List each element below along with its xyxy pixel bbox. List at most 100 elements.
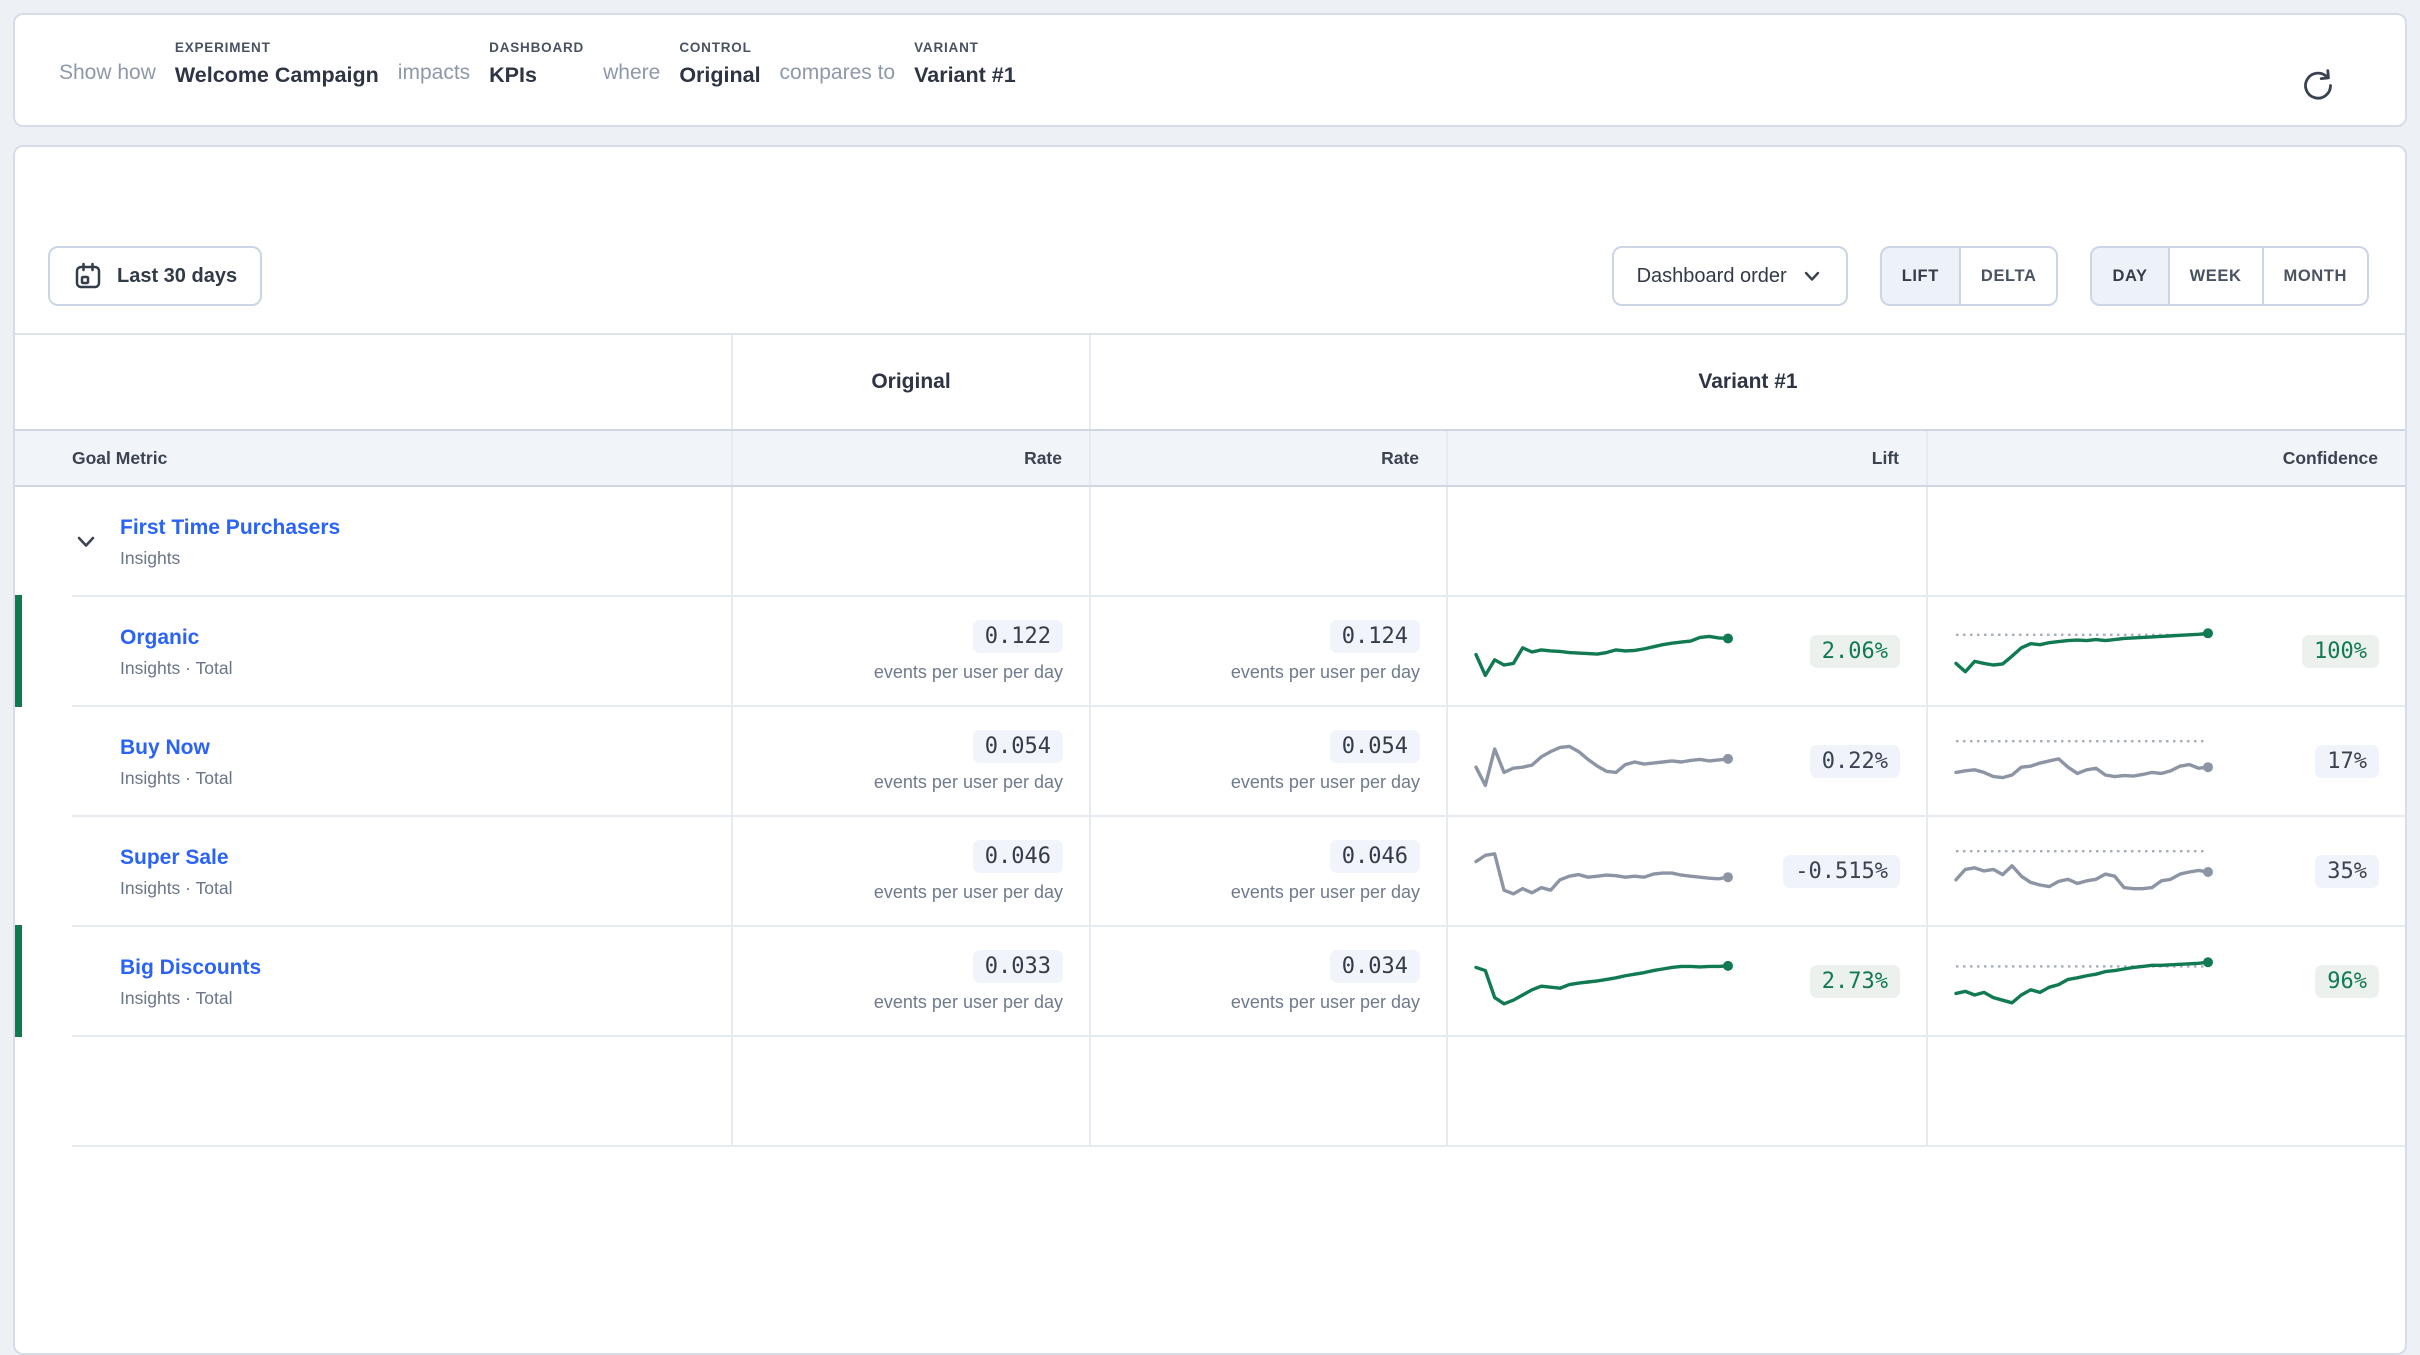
control-value[interactable]: Original bbox=[679, 63, 761, 87]
rate-value: 0.124 bbox=[1329, 619, 1420, 653]
goal-cell: Super Sale Insights · Total bbox=[15, 817, 731, 927]
dashboard-order-label: Dashboard order bbox=[1636, 264, 1787, 287]
lift-cell: -0.515% bbox=[1446, 817, 1926, 927]
variant-rate-cell: 0.054 events per user per day bbox=[1089, 707, 1446, 817]
rate-value: 0.046 bbox=[1329, 839, 1420, 873]
toggle-option-delta[interactable]: DELTA bbox=[1958, 248, 2057, 304]
group-header-variant: Variant #1 bbox=[1089, 335, 2405, 429]
toggle-option-day[interactable]: DAY bbox=[2092, 248, 2168, 304]
col-goal-metric: Goal Metric bbox=[72, 447, 168, 468]
goal-cell: Big Discounts Insights · Total bbox=[15, 927, 731, 1037]
metric-link[interactable]: Super Sale bbox=[120, 845, 229, 869]
variant-label: VARIANT bbox=[914, 40, 979, 55]
rate-value: 0.046 bbox=[972, 839, 1063, 873]
rate-unit: events per user per day bbox=[1230, 661, 1420, 682]
metric-subtitle: Insights · Total bbox=[120, 987, 233, 1008]
rate-unit: events per user per day bbox=[873, 991, 1063, 1012]
confidence-value: 17% bbox=[2315, 744, 2379, 778]
lift-sparkline bbox=[1474, 633, 1733, 678]
date-range-button[interactable]: Last 30 days bbox=[48, 246, 263, 306]
significance-bar bbox=[15, 925, 22, 1037]
rate-unit: events per user per day bbox=[873, 881, 1063, 902]
confidence-cell: 35% bbox=[1926, 817, 2405, 927]
lift-delta-toggle: LIFT DELTA bbox=[1879, 246, 2059, 306]
lift-cell: 0.22% bbox=[1446, 707, 1926, 817]
col-variant-rate: Rate bbox=[1089, 431, 1446, 485]
lift-sparkline bbox=[1474, 744, 1733, 788]
lift-cell: 2.06% bbox=[1446, 597, 1926, 707]
lift-value: 0.22% bbox=[1809, 744, 1900, 778]
metric-link[interactable]: Buy Now bbox=[120, 735, 210, 759]
metric-row-big-discounts: Big Discounts Insights · Total 0.033 eve… bbox=[15, 925, 2405, 1037]
confidence-value: 35% bbox=[2315, 854, 2379, 888]
column-header-row: Goal Metric Rate Rate Lift Confidence bbox=[15, 429, 2405, 487]
rate-unit: events per user per day bbox=[1230, 881, 1420, 902]
calendar-icon bbox=[73, 261, 103, 291]
dashboard-order-dropdown[interactable]: Dashboard order bbox=[1611, 246, 1848, 306]
original-rate-cell: 0.054 events per user per day bbox=[731, 707, 1089, 817]
toolbar-right-group: Dashboard order LIFT DELTA DAY WEEK MONT… bbox=[1611, 246, 2369, 306]
metric-link[interactable]: Organic bbox=[120, 625, 200, 649]
confidence-sparkline bbox=[1954, 739, 2213, 780]
dashboard-label: DASHBOARD bbox=[489, 40, 585, 55]
control-label: CONTROL bbox=[679, 40, 752, 55]
refresh-icon bbox=[2304, 69, 2332, 100]
group-header-spacer bbox=[15, 335, 731, 429]
toggle-option-week[interactable]: WEEK bbox=[2167, 248, 2262, 304]
confidence-cell: 96% bbox=[1926, 927, 2405, 1037]
rate-value: 0.122 bbox=[972, 619, 1063, 653]
confidence-cell: 17% bbox=[1926, 707, 2405, 817]
lift-value: 2.06% bbox=[1809, 634, 1900, 668]
experiment-value[interactable]: Welcome Campaign bbox=[174, 63, 379, 87]
connector-where: where bbox=[603, 61, 661, 84]
variant-group-header-row: Original Variant #1 bbox=[15, 333, 2405, 429]
metric-subtitle: Insights · Total bbox=[120, 877, 233, 898]
connector-impacts: impacts bbox=[397, 61, 471, 84]
rate-unit: events per user per day bbox=[873, 661, 1063, 682]
rate-unit: events per user per day bbox=[873, 771, 1063, 792]
report-toolbar: Last 30 days Dashboard order LIFT DELTA … bbox=[15, 147, 2405, 306]
goal-cell: Buy Now Insights · Total bbox=[15, 707, 731, 817]
confidence-sparkline bbox=[1954, 957, 2213, 1005]
lift-value: 2.73% bbox=[1809, 964, 1900, 998]
collapse-chevron-icon[interactable] bbox=[75, 532, 97, 552]
metric-row-buy-now: Buy Now Insights · Total 0.054 events pe… bbox=[15, 707, 2405, 817]
col-original-rate: Rate bbox=[731, 431, 1089, 485]
report-card: Last 30 days Dashboard order LIFT DELTA … bbox=[13, 145, 2407, 1355]
significance-bar bbox=[15, 595, 22, 707]
original-rate-cell: 0.122 events per user per day bbox=[731, 597, 1089, 707]
metric-link[interactable]: Big Discounts bbox=[120, 955, 262, 979]
dashboard-selector[interactable]: DASHBOARD KPIs bbox=[489, 40, 584, 88]
metric-row-super-sale: Super Sale Insights · Total 0.046 events… bbox=[15, 817, 2405, 927]
variant-rate-cell: 0.046 events per user per day bbox=[1089, 817, 1446, 927]
parent-goal-cell: First Time Purchasers Insights bbox=[15, 487, 731, 597]
lift-sparkline bbox=[1474, 852, 1733, 896]
variant-value[interactable]: Variant #1 bbox=[914, 63, 1016, 87]
rate-value: 0.054 bbox=[972, 729, 1063, 763]
metric-subtitle: Insights · Total bbox=[120, 767, 233, 788]
rate-unit: events per user per day bbox=[1230, 991, 1420, 1012]
confidence-value: 100% bbox=[2302, 634, 2379, 668]
metric-subtitle: Insights · Total bbox=[120, 657, 233, 678]
variant-selector[interactable]: VARIANT Variant #1 bbox=[914, 40, 1016, 88]
experiment-selector[interactable]: EXPERIMENT Welcome Campaign bbox=[175, 40, 379, 88]
rate-value: 0.034 bbox=[1329, 949, 1420, 983]
metric-subtitle: Insights bbox=[120, 547, 181, 568]
metric-row-organic: Organic Insights · Total 0.122 events pe… bbox=[15, 595, 2405, 707]
toggle-option-month[interactable]: MONTH bbox=[2261, 248, 2368, 304]
col-confidence: Confidence bbox=[1926, 431, 2405, 485]
dashboard-value[interactable]: KPIs bbox=[489, 63, 537, 87]
refresh-button[interactable] bbox=[2295, 63, 2339, 107]
goal-cell: Organic Insights · Total bbox=[15, 597, 731, 707]
rate-value: 0.033 bbox=[972, 949, 1063, 983]
original-rate-cell: 0.046 events per user per day bbox=[731, 817, 1089, 927]
confidence-sparkline bbox=[1954, 628, 2213, 674]
results-table: Original Variant #1 Goal Metric Rate Rat… bbox=[15, 333, 2405, 1147]
connector-compares-to: compares to bbox=[779, 61, 896, 84]
confidence-sparkline bbox=[1954, 849, 2213, 891]
toggle-option-lift[interactable]: LIFT bbox=[1881, 248, 1959, 304]
group-header-original: Original bbox=[731, 335, 1089, 429]
confidence-cell: 100% bbox=[1926, 597, 2405, 707]
control-selector[interactable]: CONTROL Original bbox=[679, 40, 760, 88]
metric-link[interactable]: First Time Purchasers bbox=[120, 515, 341, 539]
